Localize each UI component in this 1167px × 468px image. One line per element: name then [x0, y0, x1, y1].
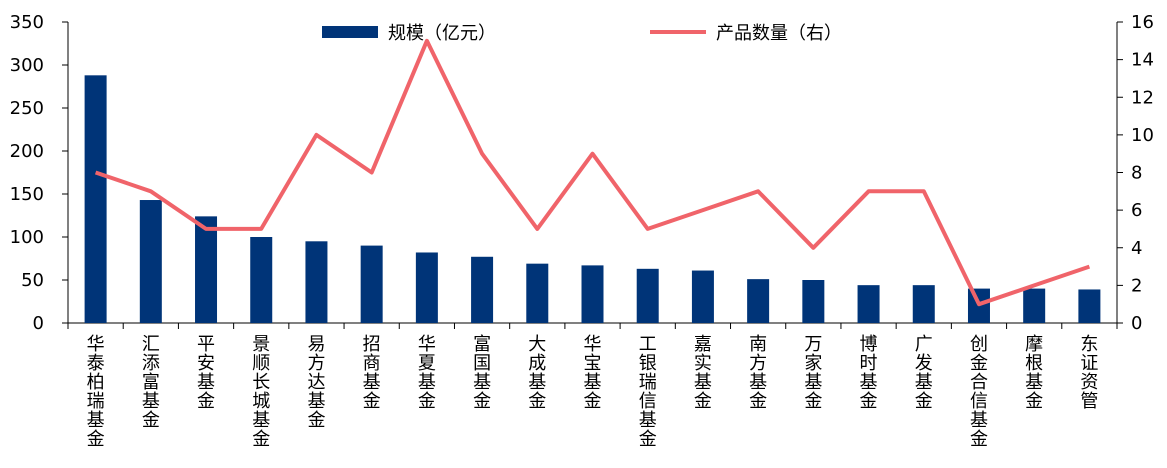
left-tick-label: 350	[10, 12, 44, 33]
left-tick-label: 200	[10, 141, 44, 162]
left-tick-label: 0	[33, 313, 44, 334]
bar	[1023, 288, 1046, 323]
category-label: 工银瑞信基金	[639, 334, 657, 450]
category-label: 万家基金	[804, 334, 822, 412]
bar	[636, 268, 659, 323]
category-label: 华泰柏瑞基金	[87, 334, 105, 450]
left-tick-label: 150	[10, 184, 44, 205]
category-label: 广发基金	[915, 334, 933, 412]
legend: 规模（亿元） 产品数量（右）	[322, 23, 842, 44]
right-tick-label: 14	[1131, 50, 1154, 71]
bar	[360, 245, 383, 323]
right-tick-label: 0	[1131, 313, 1142, 334]
bar	[526, 263, 549, 323]
bar	[471, 256, 494, 323]
bar	[581, 265, 604, 323]
right-tick-label: 8	[1131, 163, 1142, 184]
bar	[139, 200, 162, 323]
left-tick-label: 50	[21, 270, 44, 291]
category-label: 大成基金	[528, 334, 546, 412]
bar	[84, 75, 107, 323]
x-axis: 华泰柏瑞基金 汇添富基金 平安基金 景顺长城基金 易方达基金 招商基金 华夏基金 富国基金 大成…	[67, 323, 1118, 450]
bar	[747, 279, 770, 323]
category-label: 创金合信基金	[970, 334, 988, 450]
category-label: 博时基金	[860, 334, 878, 412]
right-tick-label: 2	[1131, 275, 1142, 296]
right-tick-label: 10	[1131, 125, 1154, 146]
bar	[195, 216, 218, 323]
right-tick-label: 12	[1131, 87, 1154, 108]
category-label: 南方基金	[749, 334, 767, 412]
category-label: 摩根基金	[1025, 334, 1043, 412]
left-tick-label: 300	[10, 55, 44, 76]
line-path	[94, 38, 1091, 307]
category-label: 汇添富基金	[142, 334, 160, 431]
category-label: 平安基金	[197, 334, 215, 412]
right-tick-label: 16	[1131, 12, 1154, 33]
category-label: 华宝基金	[584, 334, 602, 412]
category-label: 招商基金	[363, 334, 381, 412]
legend-bar-label: 规模（亿元）	[388, 23, 496, 44]
right-tick-label: 4	[1131, 238, 1142, 259]
category-label: 易方达基金	[307, 334, 325, 431]
category-label: 东证资管	[1080, 334, 1098, 412]
left-tick-label: 100	[10, 227, 44, 248]
bar-series	[84, 75, 1101, 323]
bar	[691, 270, 714, 323]
category-label: 嘉实基金	[694, 334, 712, 412]
bar	[857, 285, 880, 323]
line-series	[94, 38, 1091, 307]
bar	[802, 280, 825, 323]
right-tick-label: 6	[1131, 200, 1142, 221]
category-label: 景顺长城基金	[252, 334, 270, 450]
left-y-axis: 0 50 100 150 200 250 300 350	[10, 12, 68, 334]
right-y-axis: 0 2 4 6 8 10 12 14 16	[1117, 12, 1154, 334]
bar	[250, 237, 273, 323]
legend-line-label: 产品数量（右）	[716, 23, 842, 44]
category-label: 华夏基金	[418, 334, 436, 412]
category-label: 富国基金	[473, 334, 491, 412]
legend-bar-swatch	[322, 26, 378, 38]
left-tick-label: 250	[10, 98, 44, 119]
bar	[415, 252, 438, 323]
bar	[912, 285, 935, 323]
bar	[1078, 289, 1101, 323]
bar	[305, 241, 328, 323]
